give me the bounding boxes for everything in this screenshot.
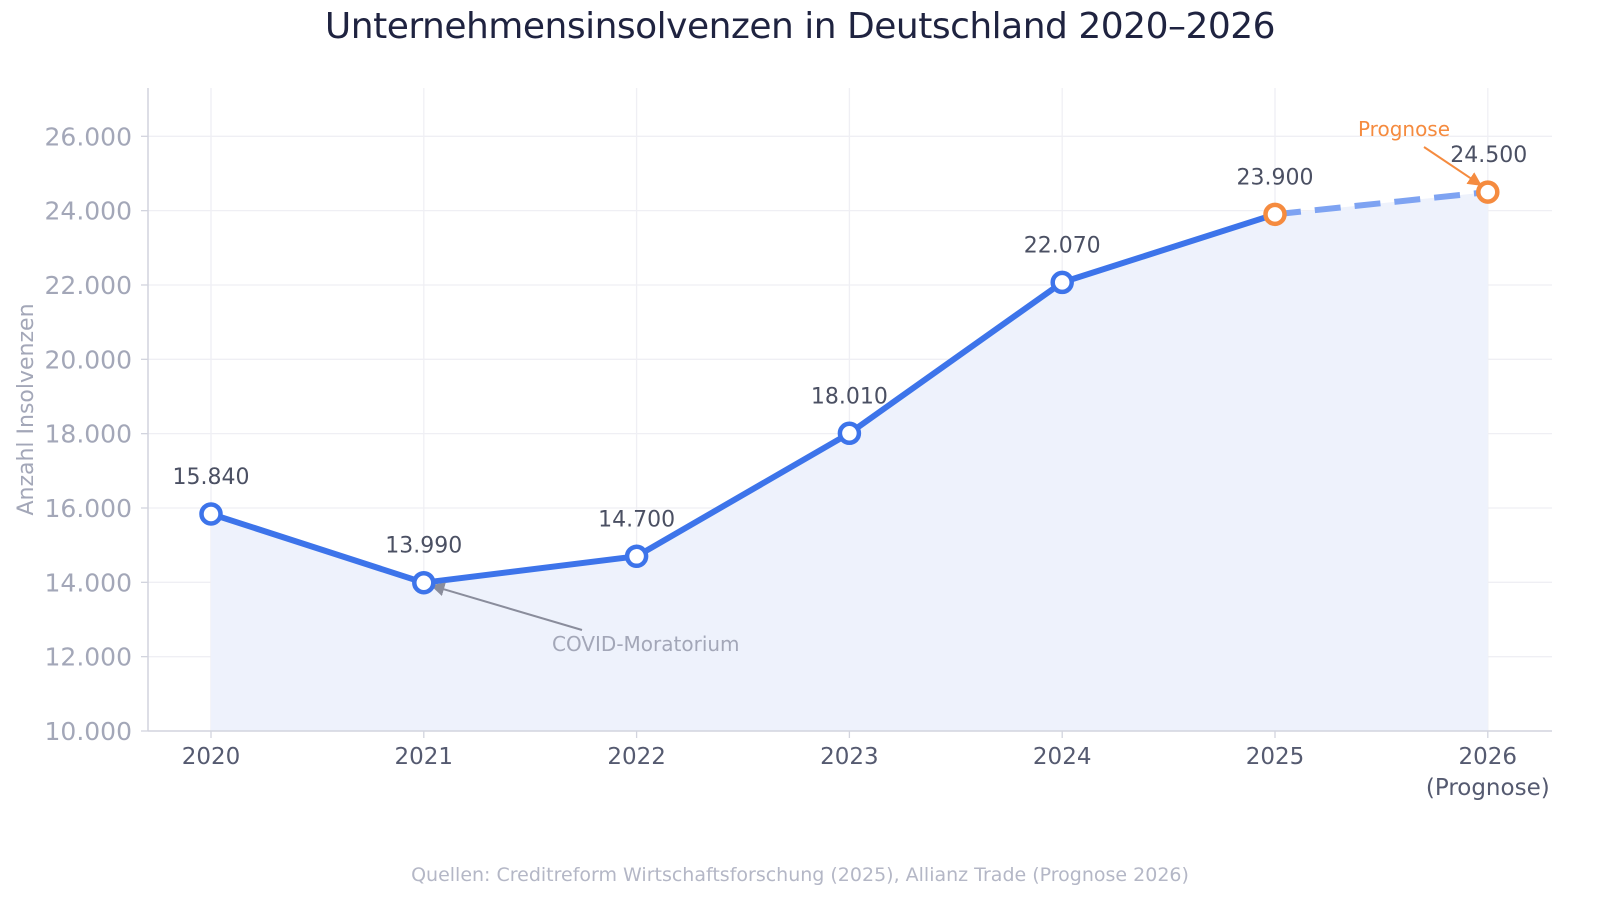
y-tick-label: 20.000 [45,345,132,374]
data-label: 13.990 [385,534,462,559]
data-label: 14.700 [598,507,675,532]
data-label: 24.500 [1450,143,1527,168]
y-tick-label: 22.000 [45,271,132,300]
series-line-forecast [1274,189,1489,218]
y-tick-label: 14.000 [45,568,132,597]
data-label: 18.010 [811,384,888,409]
data-labels: 15.840 13.990 14.700 18.010 22.070 23.900 24.5… [173,143,1528,559]
data-point [412,570,436,595]
y-tick-label: 24.000 [45,197,132,226]
data-points [199,180,1500,595]
data-label: 22.070 [1024,233,1101,258]
data-point [624,544,649,569]
y-axis-label: Anzahl Insolvenzen [14,303,39,515]
chart-title: Unternehmensinsolvenzen in Deutschland 2… [324,6,1276,47]
data-point [1476,180,1500,204]
annotations: COVID-Moratorium Prognose [430,117,1482,656]
series-line-actual [208,211,1278,586]
x-tick-label: 2024 [1033,744,1092,770]
x-tick-label: 2025 [1246,744,1305,770]
annotation-covid: COVID-Moratorium [552,632,740,656]
x-tick-label: 2022 [607,744,666,770]
x-tick-label: 2020 [182,744,241,770]
x-tick-label: 2023 [820,744,879,770]
x-tick-label: 2021 [395,744,454,770]
y-tick-label: 10.000 [45,717,132,746]
area-fill [211,192,1488,732]
data-point [1263,202,1287,227]
annotation-arrow-covid [430,582,583,631]
chart-source: Quellen: Creditreform Wirtschaftsforschu… [411,864,1189,886]
data-point [199,502,223,526]
axes: 10.000 12.000 14.000 16.000 18.000 20.000 22.0… [14,88,1552,801]
x-tick-label: 2026 [1459,744,1518,770]
x-tick-sublabel: (Prognose) [1426,775,1550,801]
y-tick-label: 12.000 [45,643,132,672]
y-tick-label: 26.000 [45,122,132,151]
area-fill-path [211,192,1488,732]
data-label: 15.840 [173,465,250,490]
annotation-arrow-forecast [1423,146,1482,186]
data-label: 23.900 [1237,165,1314,190]
data-point [837,421,862,446]
annotation-forecast: Prognose [1358,117,1450,141]
y-tick-label: 16.000 [45,494,132,523]
y-tick-label: 18.000 [45,420,132,449]
data-point [1050,270,1074,295]
series-line [208,189,1489,586]
